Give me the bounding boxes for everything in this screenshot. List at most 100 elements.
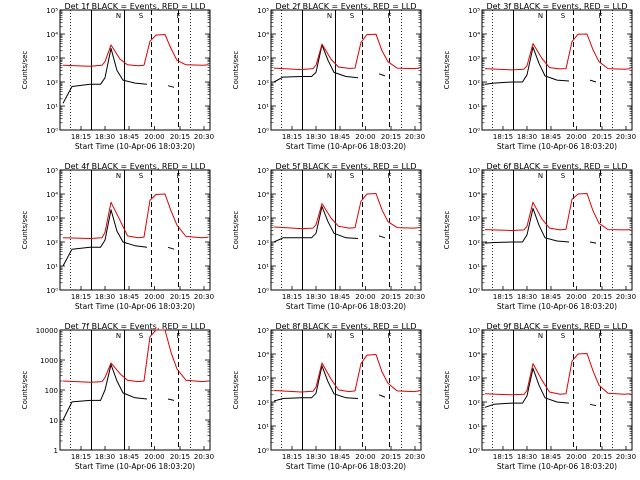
x-axis-label: Start Time (10-Apr-06 18:03:20): [497, 462, 617, 471]
y-tick-label: 10²: [46, 239, 58, 247]
event-label: F: [387, 12, 391, 20]
y-tick-label: 10⁰: [257, 447, 269, 455]
x-tick-label: 18:30: [95, 453, 115, 461]
panel-title: Det 6f BLACK = Events, RED = LLD: [486, 162, 627, 171]
y-tick-label: 10⁵: [46, 7, 58, 15]
series-line-events: [484, 46, 597, 85]
series-line-lld: [484, 353, 631, 396]
y-tick-label: 10⁴: [46, 191, 58, 199]
chart-panel-6: Det 6f BLACK = Events, RED = LLD Counts/s…: [443, 162, 636, 311]
x-tick-label: 18:30: [95, 293, 115, 301]
y-tick-label: 10⁵: [257, 327, 269, 335]
y-tick-label: 100: [45, 387, 58, 395]
y-axis-label: Counts/sec: [21, 211, 29, 250]
x-tick-label: 20:00: [355, 453, 375, 461]
y-tick-label: 1: [54, 447, 58, 455]
x-tick-label: 18:45: [541, 133, 561, 141]
plot-frame: [59, 9, 211, 131]
event-label: S: [350, 332, 355, 340]
x-tick-label: 18:45: [119, 453, 139, 461]
event-label: N: [116, 12, 121, 20]
y-tick-label: 10³: [257, 375, 269, 383]
y-tick-label: 10¹: [468, 263, 480, 271]
chart-panel-5: Det 5f BLACK = Events, RED = LLD Counts/s…: [232, 162, 425, 311]
y-axis-label: Counts/sec: [443, 371, 451, 410]
plot-frame: [481, 9, 633, 131]
y-tick-label: 10²: [257, 399, 269, 407]
y-tick-label: 10¹: [46, 263, 58, 271]
y-tick-label: 10²: [257, 239, 269, 247]
y-tick-label: 10⁵: [257, 167, 269, 175]
y-axis-label: Counts/sec: [232, 211, 240, 250]
x-tick-label: 20:30: [405, 133, 425, 141]
y-tick-label: 10³: [46, 55, 58, 63]
x-tick-label: 18:15: [282, 293, 302, 301]
event-label: N: [327, 12, 332, 20]
x-tick-label: 18:45: [119, 293, 139, 301]
panel-title: Det 1f BLACK = Events, RED = LLD: [64, 2, 205, 11]
series-line-lld: [273, 33, 420, 71]
series-line-lld: [484, 193, 631, 231]
x-tick-label: 20:30: [194, 293, 214, 301]
plot-frame: [481, 169, 633, 291]
x-tick-label: 20:00: [144, 133, 164, 141]
x-tick-label: 20:30: [616, 453, 636, 461]
y-tick-label: 1000: [40, 357, 58, 365]
y-tick-label: 10⁵: [46, 167, 58, 175]
x-tick-label: 20:15: [592, 453, 612, 461]
x-tick-label: 20:15: [592, 293, 612, 301]
x-tick-label: 20:30: [405, 293, 425, 301]
y-tick-label: 10⁰: [46, 287, 58, 295]
y-tick-label: 10⁴: [46, 31, 58, 39]
y-tick-label: 10⁴: [257, 351, 269, 359]
y-tick-label: 10⁵: [468, 7, 480, 15]
event-label: N: [116, 172, 121, 180]
y-tick-label: 10⁰: [468, 127, 480, 135]
x-tick-label: 18:30: [306, 453, 326, 461]
x-tick-label: 18:15: [493, 293, 513, 301]
y-axis-label: Counts/sec: [443, 51, 451, 90]
plot-frame: [481, 329, 633, 451]
x-tick-label: 20:15: [592, 133, 612, 141]
y-axis-label: Counts/sec: [232, 51, 240, 90]
x-tick-label: 18:15: [493, 133, 513, 141]
x-tick-label: 20:30: [616, 133, 636, 141]
series-line-lld: [62, 34, 209, 67]
series-line-lld: [484, 33, 631, 71]
event-label: F: [176, 12, 180, 20]
series-line-events: [62, 47, 175, 104]
event-label: S: [561, 172, 566, 180]
y-tick-label: 10²: [468, 79, 480, 87]
x-tick-label: 20:30: [194, 453, 214, 461]
event-label: F: [598, 12, 602, 20]
x-tick-label: 20:00: [144, 453, 164, 461]
y-tick-label: 10³: [468, 375, 480, 383]
panel-title: Det 9f BLACK = Events, RED = LLD: [486, 322, 627, 331]
series-line-events: [62, 364, 175, 421]
event-label: F: [387, 172, 391, 180]
y-tick-label: 10⁴: [468, 191, 480, 199]
y-tick-label: 10³: [46, 215, 58, 223]
y-tick-label: 10¹: [468, 103, 480, 111]
y-tick-label: 10³: [257, 55, 269, 63]
plot-frame: [270, 329, 422, 451]
y-tick-label: 10²: [257, 79, 269, 87]
series-line-events: [484, 207, 597, 244]
y-tick-label: 10²: [468, 399, 480, 407]
x-tick-label: 20:00: [566, 293, 586, 301]
event-label: N: [538, 172, 543, 180]
x-tick-label: 18:30: [517, 293, 537, 301]
x-tick-label: 20:15: [170, 133, 190, 141]
x-tick-label: 20:15: [381, 453, 401, 461]
x-axis-label: Start Time (10-Apr-06 18:03:20): [286, 462, 406, 471]
event-label: N: [538, 12, 543, 20]
panel-title: Det 7f BLACK = Events, RED = LLD: [64, 322, 205, 331]
event-label: S: [561, 12, 566, 20]
y-tick-label: 10¹: [257, 103, 269, 111]
y-tick-label: 10¹: [468, 423, 480, 431]
x-tick-label: 18:30: [306, 293, 326, 301]
x-axis-label: Start Time (10-Apr-06 18:03:20): [286, 302, 406, 311]
x-tick-label: 18:45: [541, 293, 561, 301]
event-label: N: [327, 172, 332, 180]
